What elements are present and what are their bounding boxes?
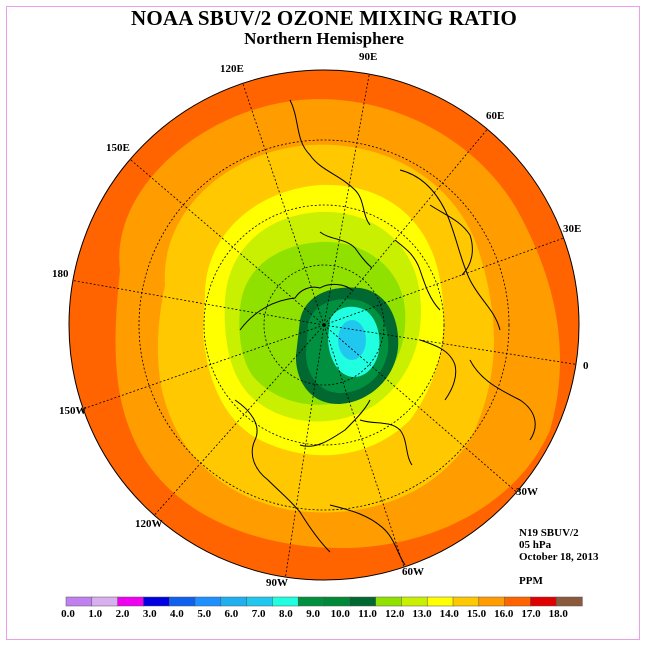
ozone-band-7 xyxy=(338,320,366,360)
coastlines xyxy=(234,99,536,566)
colorbar-tick-label: 7.0 xyxy=(251,608,266,620)
colorbar-tick-label: 15.0 xyxy=(466,608,487,620)
graticule xyxy=(69,70,579,580)
colorbar-swatch xyxy=(194,596,222,607)
colorbar-swatch xyxy=(117,596,145,607)
longitude-label-120w: 120W xyxy=(135,518,163,530)
colorbar-tick-label: 5.0 xyxy=(197,608,212,620)
colorbar-tick-label: 11.0 xyxy=(358,608,377,620)
colorbar-tick-label: 12.0 xyxy=(385,608,405,620)
plot-frame xyxy=(6,6,640,640)
longitude-label-60w: 60W xyxy=(402,566,424,578)
longitude-label-150e: 150E xyxy=(106,142,130,154)
colorbar-swatch xyxy=(143,596,170,607)
globe-boundary xyxy=(68,69,580,581)
colorbar xyxy=(65,596,583,607)
colorbar-tick-label: 13.0 xyxy=(412,608,432,620)
longitude-label-30w: 30W xyxy=(516,486,538,498)
colorbar-swatch xyxy=(168,596,196,607)
colorbar-tick-label: 4.0 xyxy=(170,608,184,620)
colorbar-swatch xyxy=(297,596,325,607)
colorbar-tick-label: 0.0 xyxy=(61,608,75,620)
map-title: NOAA SBUV/2 OZONE MIXING RATIO xyxy=(131,6,517,30)
date-label: October 18, 2013 xyxy=(519,551,599,563)
colorbar-tick-label: 14.0 xyxy=(439,608,459,620)
colorbar-swatch xyxy=(246,596,274,607)
longitude-label-180: 180 xyxy=(52,268,69,280)
map-subtitle: Northern Hemisphere xyxy=(244,29,404,48)
colorbar-swatch xyxy=(452,596,480,607)
longitude-label-30e: 30E xyxy=(563,223,582,235)
longitude-label-90w: 90W xyxy=(266,577,288,589)
colorbar-tick-label: 6.0 xyxy=(224,608,239,620)
longitude-label-60e: 60E xyxy=(486,110,505,122)
longitude-label-0: 0 xyxy=(583,360,589,372)
colorbar-swatch xyxy=(349,596,377,607)
longitude-label-150w: 150W xyxy=(59,405,87,417)
colorbar-tick-label: 16.0 xyxy=(494,608,514,620)
pressure-level-label: 05 hPa xyxy=(519,539,552,551)
colorbar-swatch xyxy=(220,596,248,607)
longitude-label-120e: 120E xyxy=(220,63,244,75)
colorbar-tick-label: 8.0 xyxy=(279,608,293,620)
colorbar-swatch xyxy=(91,596,119,607)
colorbar-tick-label: 3.0 xyxy=(142,608,157,620)
colorbar-swatch xyxy=(401,596,428,607)
colorbar-tick-label: 17.0 xyxy=(521,608,541,620)
colorbar-swatch xyxy=(323,596,351,607)
colorbar-tick-label: 10.0 xyxy=(330,608,350,620)
colorbar-swatch xyxy=(504,596,532,607)
longitude-label-90e: 90E xyxy=(359,51,378,63)
instrument-label: N19 SBUV/2 xyxy=(519,527,579,539)
colorbar-tick-label: 1.0 xyxy=(88,608,103,620)
colorbar-tick-label: 9.0 xyxy=(306,608,320,620)
colorbar-swatch xyxy=(530,596,557,607)
colorbar-swatch xyxy=(555,596,583,607)
colorbar-tick-label: 2.0 xyxy=(115,608,130,620)
colorbar-swatch xyxy=(375,596,403,607)
colorbar-swatch xyxy=(478,596,506,607)
colorbar-tick-label: 18.0 xyxy=(548,608,568,620)
colorbar-swatch xyxy=(65,596,93,607)
colorbar-swatch xyxy=(426,596,454,607)
colorbar-swatch xyxy=(272,596,299,607)
units-label: PPM xyxy=(519,575,543,587)
